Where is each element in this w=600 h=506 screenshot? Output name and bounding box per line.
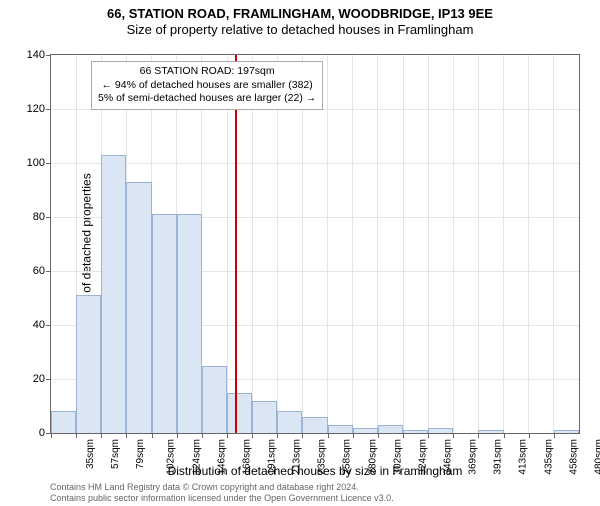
gridline-v [403, 55, 404, 433]
annotation-line1: 66 STATION ROAD: 197sqm [98, 65, 316, 79]
histogram-bar [403, 430, 428, 433]
ytick-label: 140 [27, 49, 45, 61]
footer-line2: Contains public sector information licen… [50, 493, 580, 504]
annotation-line3: 5% of semi-detached houses are larger (2… [98, 92, 316, 106]
xtick-mark [51, 433, 52, 438]
histogram-bar [227, 393, 252, 434]
xtick-mark [177, 433, 178, 438]
ytick-mark [46, 109, 51, 110]
ytick-mark [46, 217, 51, 218]
histogram-bar [478, 430, 503, 433]
gridline-v [428, 55, 429, 433]
xtick-label: 480sqm [593, 439, 600, 475]
histogram-bar [378, 425, 403, 433]
histogram-bar [277, 411, 302, 433]
gridline-v [528, 55, 529, 433]
chart-container: { "title": "66, STATION ROAD, FRAMLINGHA… [0, 6, 600, 506]
ytick-label: 60 [33, 265, 45, 277]
histogram-bar [353, 428, 378, 433]
ytick-label: 20 [33, 373, 45, 385]
xtick-mark [529, 433, 530, 438]
histogram-bar [101, 155, 126, 433]
ytick-mark [46, 379, 51, 380]
gridline-v [453, 55, 454, 433]
ytick-label: 0 [39, 427, 45, 439]
ytick-mark [46, 163, 51, 164]
histogram-bar [252, 401, 277, 433]
xtick-mark [101, 433, 102, 438]
xtick-mark [202, 433, 203, 438]
gridline-v [352, 55, 353, 433]
histogram-bar [177, 214, 202, 433]
plot-area: 020406080100120140 66 STATION ROAD: 197s… [50, 54, 580, 434]
footer-attribution: Contains HM Land Registry data © Crown c… [50, 482, 580, 504]
gridline-v [302, 55, 303, 433]
histogram-bar [328, 425, 353, 433]
histogram-bar [152, 214, 177, 433]
xtick-mark [554, 433, 555, 438]
xtick-mark [277, 433, 278, 438]
xtick-mark [227, 433, 228, 438]
footer-line1: Contains HM Land Registry data © Crown c… [50, 482, 580, 493]
gridline-v [252, 55, 253, 433]
chart-title: 66, STATION ROAD, FRAMLINGHAM, WOODBRIDG… [0, 6, 600, 21]
ytick-label: 100 [27, 157, 45, 169]
gridline-v [377, 55, 378, 433]
xtick-mark [378, 433, 379, 438]
annotation-line2: ← 94% of detached houses are smaller (38… [98, 79, 316, 93]
ytick-label: 120 [27, 103, 45, 115]
xtick-mark [353, 433, 354, 438]
gridline-v [277, 55, 278, 433]
xtick-mark [252, 433, 253, 438]
ytick-mark [46, 271, 51, 272]
ytick-mark [46, 325, 51, 326]
xtick-mark [403, 433, 404, 438]
xtick-mark [152, 433, 153, 438]
gridline-v [478, 55, 479, 433]
xtick-mark [504, 433, 505, 438]
histogram-bar [51, 411, 76, 433]
gridline-v [553, 55, 554, 433]
ytick-label: 40 [33, 319, 45, 331]
xtick-mark [126, 433, 127, 438]
gridline-h [51, 163, 579, 164]
xtick-mark [76, 433, 77, 438]
x-axis-label: Distribution of detached houses by size … [50, 464, 580, 478]
histogram-bar [554, 430, 579, 433]
ytick-label: 80 [33, 211, 45, 223]
histogram-bar [202, 366, 227, 434]
chart-subtitle: Size of property relative to detached ho… [0, 22, 600, 37]
reference-line [235, 55, 237, 433]
xtick-mark [478, 433, 479, 438]
histogram-bar [428, 428, 453, 433]
ytick-mark [46, 55, 51, 56]
histogram-bar [126, 182, 151, 433]
xtick-mark [453, 433, 454, 438]
histogram-bar [302, 417, 327, 433]
annotation-box: 66 STATION ROAD: 197sqm ← 94% of detache… [91, 61, 323, 110]
xtick-mark [428, 433, 429, 438]
xtick-mark [328, 433, 329, 438]
histogram-bar [76, 295, 101, 433]
xtick-mark [302, 433, 303, 438]
gridline-v [503, 55, 504, 433]
gridline-v [327, 55, 328, 433]
